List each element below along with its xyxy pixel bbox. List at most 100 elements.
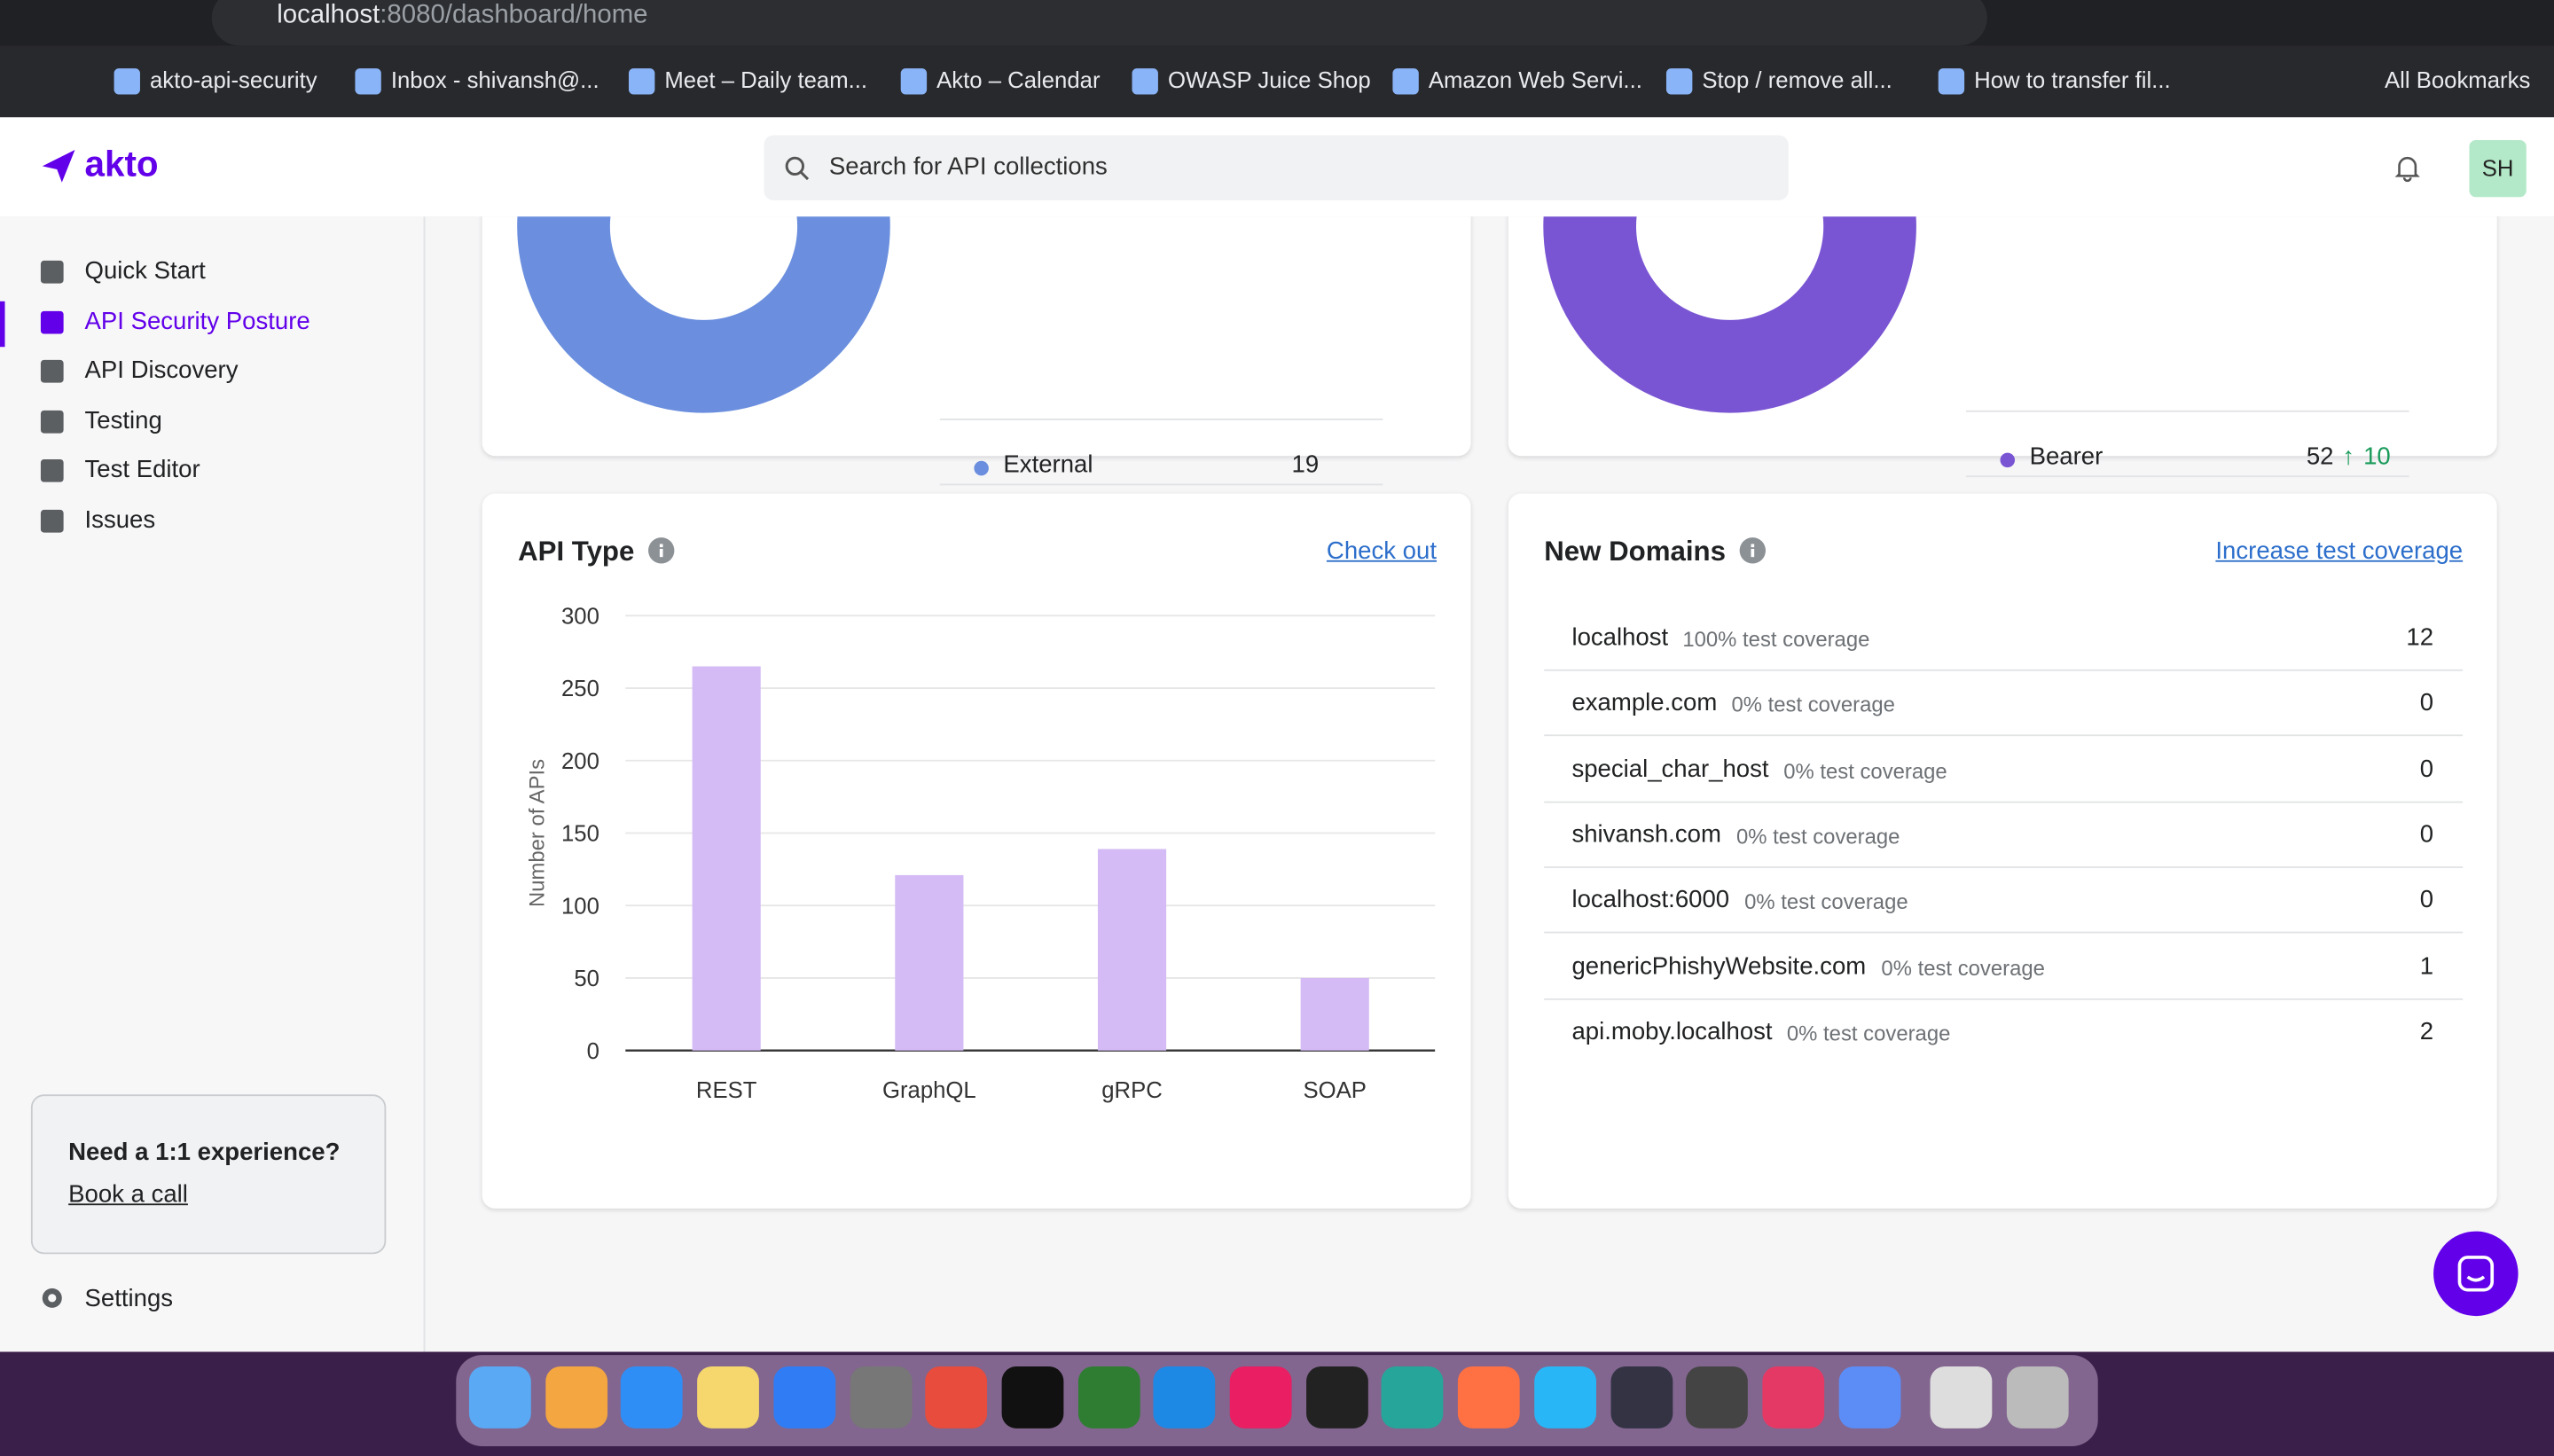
domains-card: New Domains Increase test coverage local… <box>1508 493 2497 1209</box>
dock-icon[interactable] <box>1837 1366 1900 1429</box>
y-tick-label: 150 <box>561 822 599 847</box>
legend-divider <box>1965 410 2409 412</box>
avatar[interactable]: SH <box>2469 139 2527 198</box>
bell[interactable] <box>2393 153 2422 183</box>
callout-link[interactable]: Book a call <box>68 1180 188 1209</box>
domain-name[interactable]: localhost <box>1571 623 1669 652</box>
domain-name[interactable]: special_char_host <box>1571 755 1769 783</box>
bookmark[interactable]: Amazon Web Servi... <box>1428 67 1642 93</box>
dock-icon[interactable] <box>621 1366 684 1429</box>
domain-count: 2 <box>2419 1017 2434 1045</box>
nav-item[interactable]: Test Editor <box>84 456 200 484</box>
dock-icon[interactable] <box>1229 1366 1292 1429</box>
domain-name[interactable]: api.moby.localhost <box>1571 1017 1773 1045</box>
y-tick-label: 300 <box>561 604 599 629</box>
dock-icon[interactable] <box>1931 1366 1993 1429</box>
chat-button[interactable] <box>2433 1231 2519 1317</box>
trend-arrow: ↑ <box>2342 442 2355 471</box>
domain-name[interactable]: example.com <box>1571 689 1718 717</box>
card-link[interactable]: Increase test coverage <box>2215 537 2464 566</box>
dock-icon[interactable] <box>1001 1366 1064 1429</box>
domain-count: 12 <box>2406 623 2434 652</box>
callout-title: Need a 1:1 experience? <box>68 1138 341 1167</box>
row-divider <box>1544 865 2464 868</box>
info-icon <box>1739 537 1767 564</box>
nav-icon <box>40 309 64 333</box>
legend-dot <box>2000 452 2016 468</box>
card-link[interactable]: Check out <box>1326 537 1438 566</box>
callout: Need a 1:1 experience? Book a call <box>30 1094 387 1255</box>
dock-icon[interactable] <box>1686 1366 1749 1429</box>
dock-icon[interactable] <box>1762 1366 1824 1429</box>
bookmark-icon <box>1938 68 1965 95</box>
dock-icon[interactable] <box>925 1366 988 1429</box>
dock-icon[interactable] <box>1077 1366 1140 1429</box>
domain-name[interactable]: localhost:6000 <box>1571 886 1730 914</box>
dock-icon[interactable] <box>1153 1366 1216 1429</box>
donut <box>1543 216 1916 413</box>
dock-icon[interactable] <box>544 1366 607 1429</box>
nav-item[interactable]: Testing <box>84 406 162 434</box>
bookmark[interactable]: Stop / remove all... <box>1702 67 1892 93</box>
dock-icon[interactable] <box>1458 1366 1520 1429</box>
domain-name[interactable]: genericPhishyWebsite.com <box>1571 951 1867 980</box>
x-tick-label: REST <box>696 1078 757 1103</box>
dock-icon[interactable] <box>1610 1366 1673 1429</box>
nav-item[interactable]: Quick Start <box>84 257 206 286</box>
domain-coverage: 0% test coverage <box>1881 955 2045 980</box>
chat-icon <box>2457 1256 2495 1292</box>
legend-divider <box>1965 475 2409 478</box>
bookmark[interactable]: Akto – Calendar <box>936 67 1101 93</box>
bookmark[interactable]: How to transfer fil... <box>1974 67 2171 93</box>
bookmark[interactable]: Meet – Daily team... <box>664 67 868 93</box>
active-indicator <box>0 300 5 347</box>
nav-item[interactable]: API Security Posture <box>84 307 310 335</box>
settings[interactable]: Settings <box>84 1285 174 1313</box>
bar <box>692 666 761 1051</box>
search-box[interactable]: Search for API collections <box>764 135 1789 200</box>
domain-coverage: 0% test coverage <box>1786 1021 1951 1045</box>
row-divider <box>1544 734 2464 737</box>
y-axis-label: Number of APIs <box>525 759 549 907</box>
card-title: New Domains <box>1544 536 1726 568</box>
dock-icon[interactable] <box>849 1366 912 1429</box>
address-bar[interactable] <box>211 0 1987 46</box>
y-tick-label: 200 <box>561 749 599 774</box>
logo[interactable]: akto <box>84 143 159 184</box>
all-bookmarks[interactable]: All Bookmarks <box>2384 67 2531 93</box>
dock-icon[interactable] <box>1305 1366 1368 1429</box>
domain-count: 0 <box>2419 689 2434 717</box>
legend-divider <box>939 419 1383 420</box>
dock-icon[interactable] <box>468 1366 531 1429</box>
search-icon <box>785 156 810 181</box>
bookmark-icon <box>900 68 928 95</box>
nav-item[interactable]: Issues <box>84 505 156 534</box>
domain-coverage: 0% test coverage <box>1731 693 1895 717</box>
domain-coverage: 0% test coverage <box>1744 889 1908 914</box>
domain-name[interactable]: shivansh.com <box>1571 820 1721 849</box>
url-host: localhost <box>277 1 380 30</box>
bookmark[interactable]: OWASP Juice Shop <box>1167 67 1371 93</box>
y-tick-label: 250 <box>561 677 599 701</box>
dock-icon[interactable] <box>2006 1366 2069 1429</box>
card-title: API Type <box>518 536 635 568</box>
search-placeholder: Search for API collections <box>828 153 1108 181</box>
nav-icon <box>40 260 64 284</box>
dock <box>456 1355 2098 1447</box>
nav-item[interactable]: API Discovery <box>84 356 239 385</box>
legend-name: External <box>1003 450 1093 480</box>
domain-coverage: 0% test coverage <box>1735 824 1900 849</box>
bar <box>895 874 964 1051</box>
dock-icon[interactable] <box>697 1366 760 1429</box>
x-tick-label: SOAP <box>1303 1078 1366 1103</box>
dock-icon[interactable] <box>1533 1366 1596 1429</box>
url: localhost:8080/dashboard/home <box>277 0 647 33</box>
dock-icon[interactable] <box>1382 1366 1445 1429</box>
dock-icon[interactable] <box>773 1366 835 1429</box>
bookmark[interactable]: Inbox - shivansh@... <box>390 67 599 93</box>
donut <box>517 216 890 413</box>
legend-value: 52 <box>2306 442 2334 471</box>
bookmark[interactable]: akto-api-security <box>149 67 317 93</box>
